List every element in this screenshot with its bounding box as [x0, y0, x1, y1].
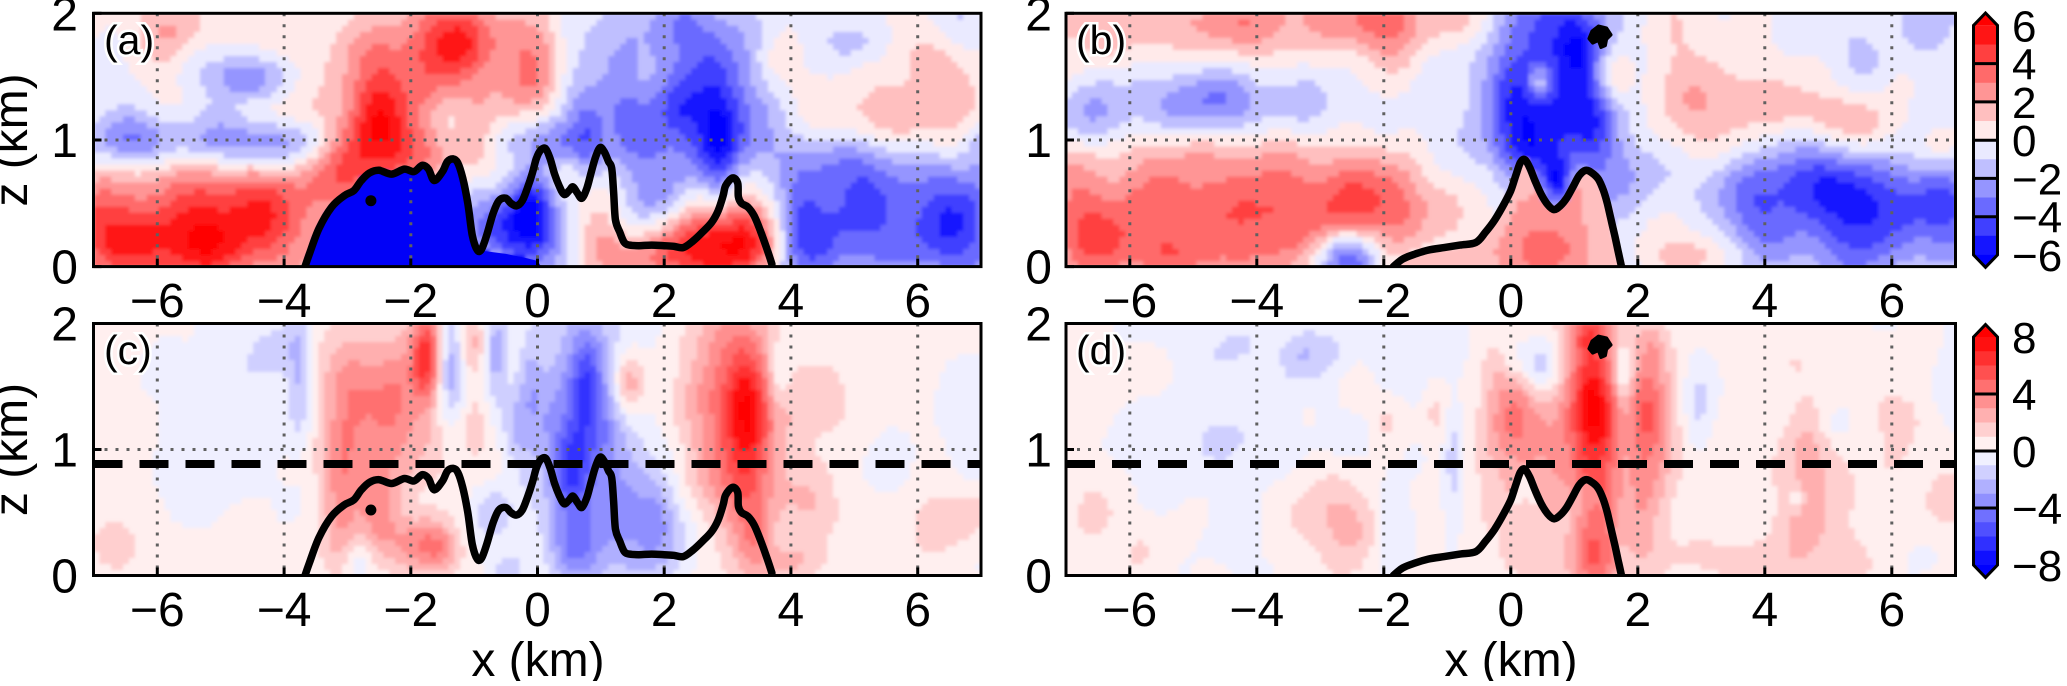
svg-text:(a): (a)	[104, 17, 154, 63]
svg-text:(c): (c)	[104, 327, 152, 373]
svg-text:(b): (b)	[1076, 17, 1126, 63]
